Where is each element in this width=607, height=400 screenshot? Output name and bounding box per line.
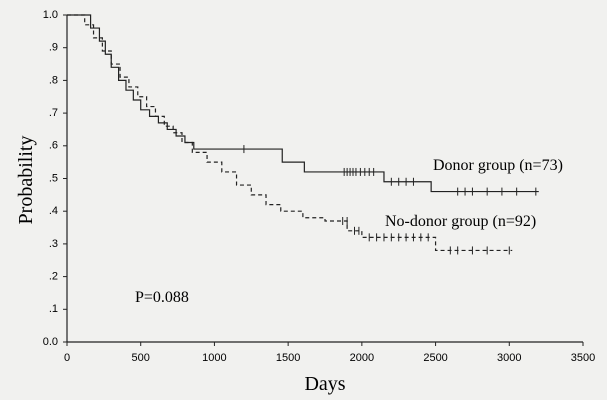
y-axis-label: Probability (15, 136, 37, 225)
annotation: P=0.088 (135, 289, 189, 306)
x-tick-label: 1500 (276, 352, 300, 364)
survival-curve (67, 14, 513, 252)
x-tick-label: 2000 (350, 352, 374, 364)
survival-curve (67, 14, 539, 193)
y-tick-label: .2 (49, 271, 58, 283)
x-tick-label: 0 (64, 352, 70, 364)
x-tick-label: 2500 (423, 352, 447, 364)
x-axis-label: Days (304, 373, 345, 395)
x-tick-label: 3000 (497, 352, 521, 364)
y-tick-label: .4 (49, 205, 58, 217)
x-tick-label: 3500 (571, 352, 595, 364)
y-tick-label: .1 (49, 303, 58, 315)
y-tick-label: .9 (49, 42, 58, 54)
y-tick-label: 0.0 (43, 336, 58, 348)
x-tick-label: 1000 (202, 352, 226, 364)
y-tick-label: .8 (49, 74, 58, 86)
x-tick-label: 500 (132, 352, 150, 364)
series-label: No-donor group (n=92) (385, 213, 536, 230)
series-label: Donor group (n=73) (433, 157, 563, 174)
y-tick-label: .6 (49, 140, 58, 152)
y-tick-label: .3 (49, 238, 58, 250)
y-tick-label: 1.0 (43, 9, 58, 21)
y-tick-label: .5 (49, 172, 58, 184)
y-tick-label: .7 (49, 107, 58, 119)
